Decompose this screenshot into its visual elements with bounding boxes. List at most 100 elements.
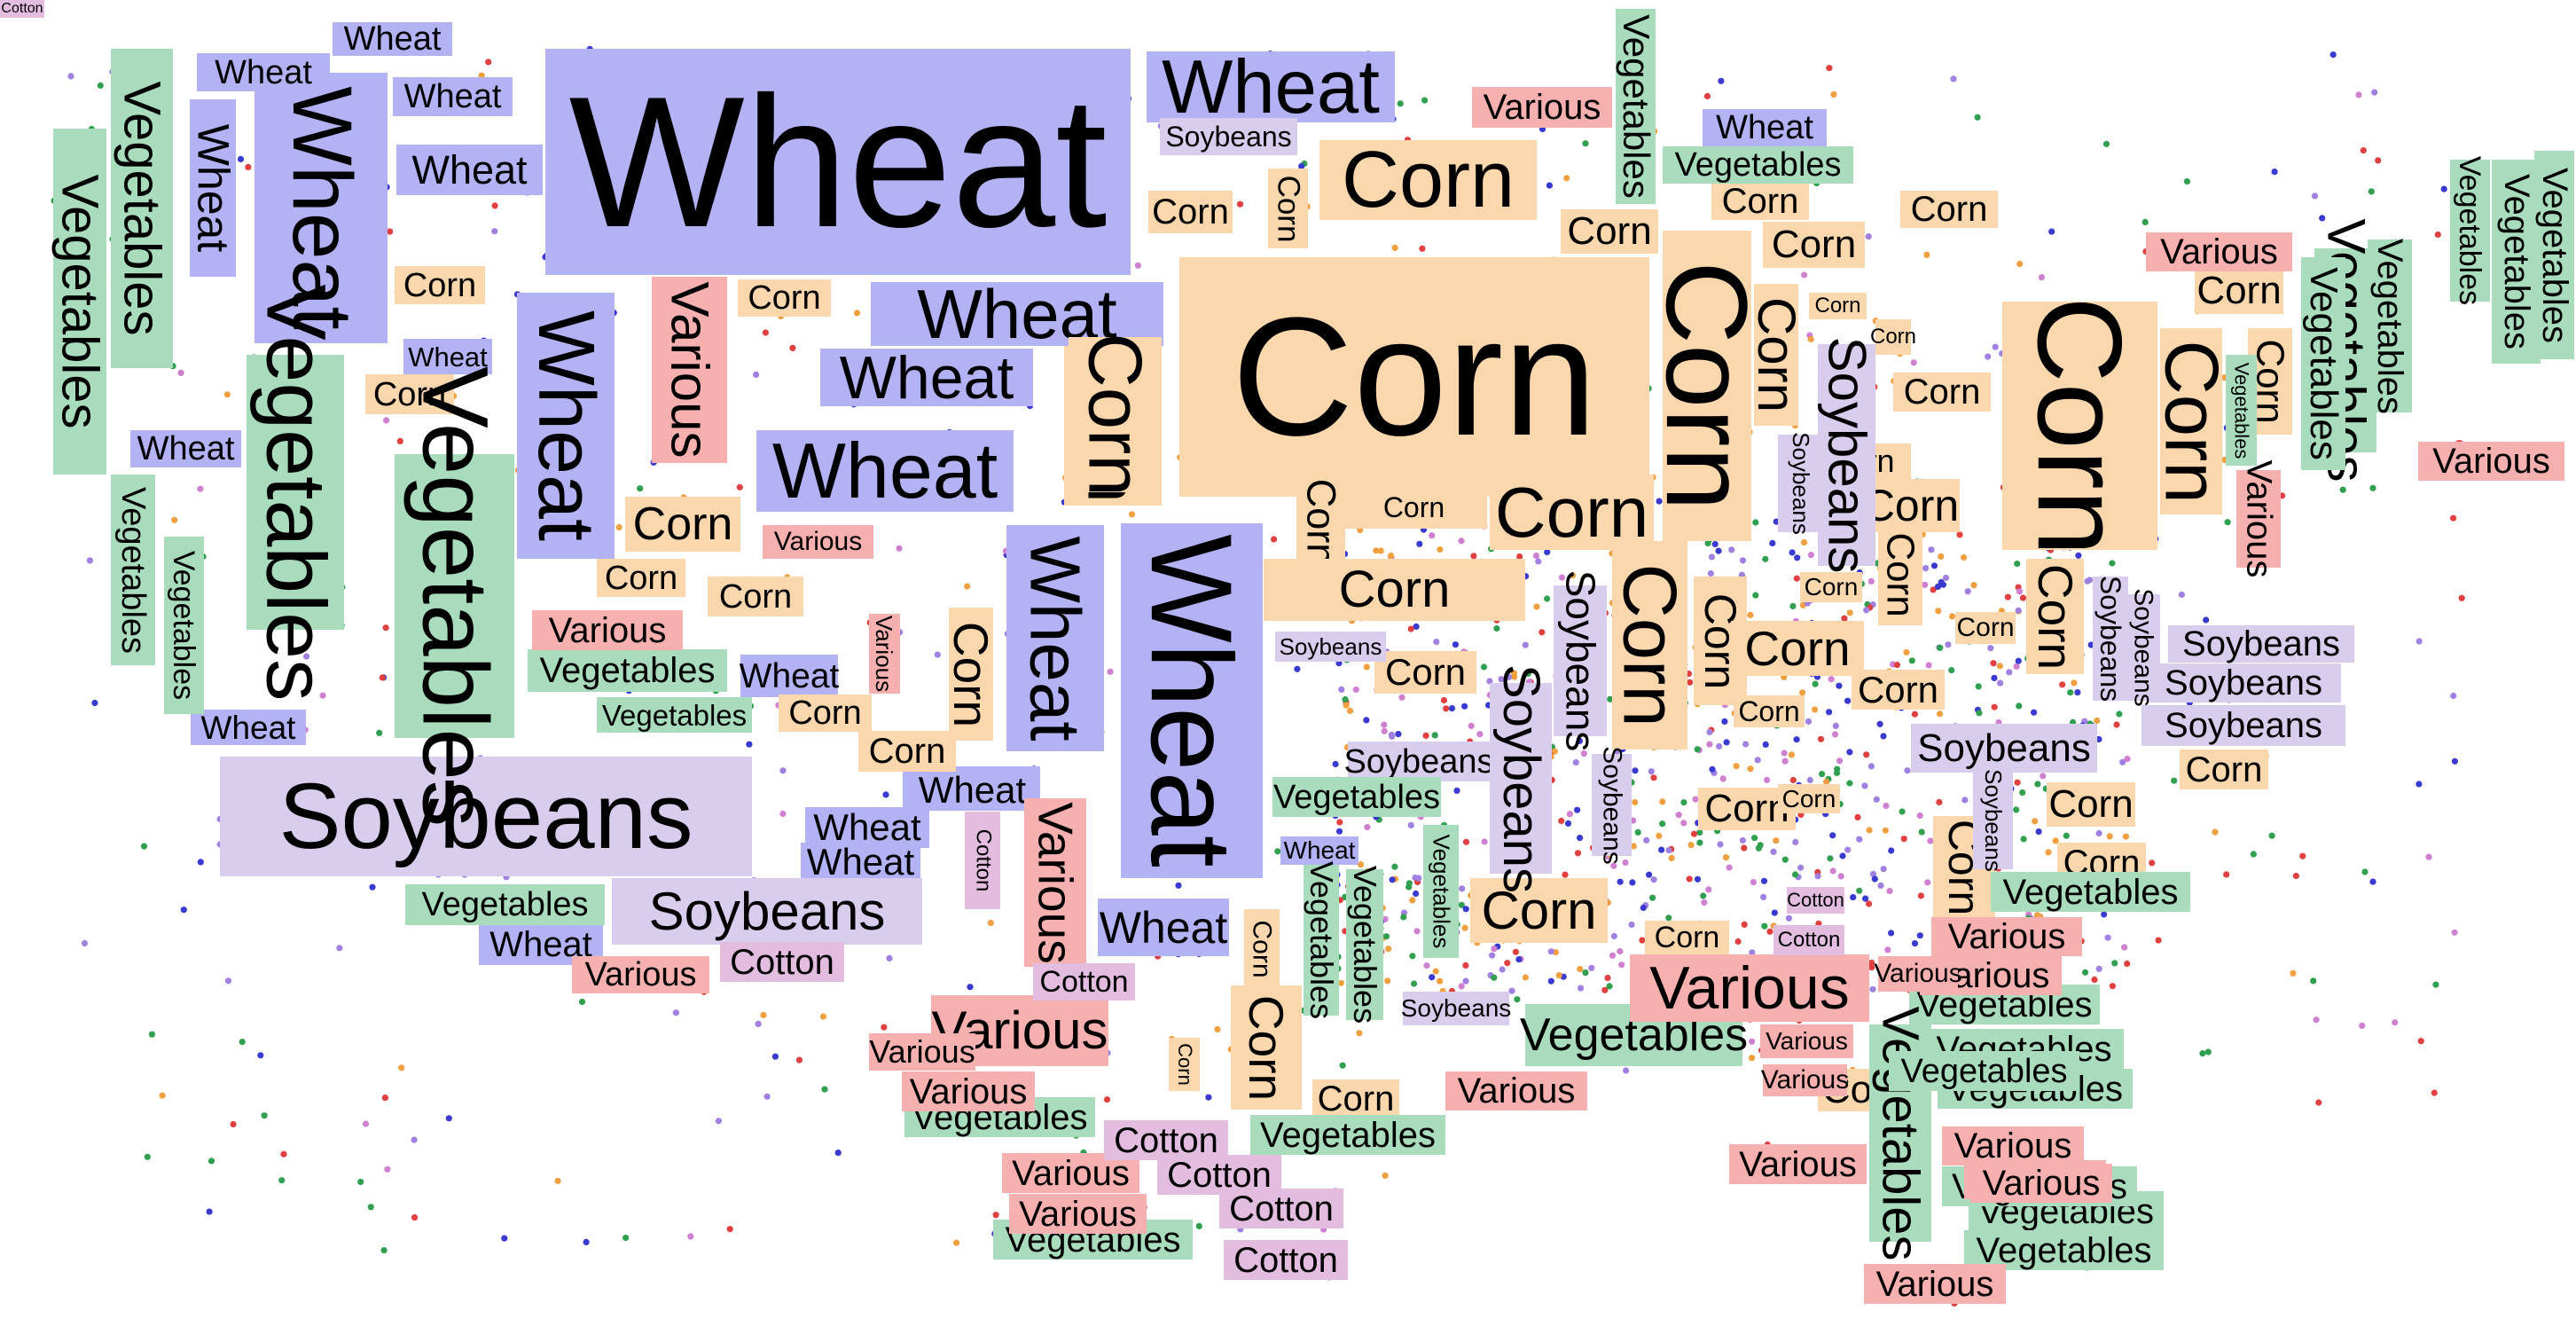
crop-dot <box>411 1214 419 1221</box>
crop-dot <box>1800 538 1808 546</box>
crop-dot <box>1508 987 1515 994</box>
crop-dot <box>2440 185 2447 192</box>
crop-dot <box>1923 251 1930 258</box>
crop-dot <box>2075 552 2082 559</box>
crop-dot <box>1515 956 1523 963</box>
crop-dot <box>1103 1096 1111 1103</box>
crop-dot <box>1413 928 1421 935</box>
crop-dot <box>1916 812 1923 820</box>
crop-label-soybeans: Soybeans <box>220 757 752 876</box>
crop-label-various: Various <box>1009 1194 1147 1234</box>
crop-label-corn: Corn <box>1296 477 1345 566</box>
crop-dot <box>396 437 403 444</box>
crop-dot <box>2178 591 2185 599</box>
crop-label-text: Corn <box>1481 880 1597 940</box>
crop-dot <box>67 73 74 80</box>
crop-dot <box>1680 799 1687 806</box>
crop-dot <box>1377 547 1384 554</box>
crop-dot <box>2250 851 2257 858</box>
crop-label-text: Cotton <box>971 828 995 892</box>
crop-label-wheat: Wheat <box>130 430 241 467</box>
crop-label-wheat: Wheat <box>756 430 1014 512</box>
crop-label-soybeans: Soybeans <box>1818 337 1877 574</box>
crop-dot <box>1868 964 1875 971</box>
crop-dot <box>1716 742 1723 750</box>
crop-dot <box>1917 892 1924 899</box>
crop-label-text: Corn <box>1341 136 1515 224</box>
crop-dot <box>2031 709 2038 716</box>
crop-dot <box>485 59 492 66</box>
crop-dot <box>1582 969 1589 977</box>
crop-dot <box>795 1056 803 1063</box>
crop-dot <box>1704 539 1711 547</box>
crop-label-text: Wheat <box>188 123 239 253</box>
crop-label-text: Corn <box>1744 620 1851 676</box>
crop-dot <box>2082 969 2089 976</box>
crop-dot <box>1574 806 1581 813</box>
crop-label-text: Various <box>1766 1027 1848 1055</box>
crop-label-various: Various <box>1630 954 1869 1022</box>
crop-label-vegetables: Vegetables <box>1889 1051 2079 1091</box>
crop-label-wheat: Wheat <box>191 710 306 745</box>
crop-dot <box>1516 553 1523 561</box>
crop-dot <box>1908 657 1915 664</box>
crop-label-text: Vegetables <box>1872 1005 1930 1261</box>
crop-dot <box>1544 548 1551 556</box>
crop-dot <box>362 1120 370 1127</box>
crop-dot <box>2016 260 2024 268</box>
crop-dot <box>2434 231 2441 239</box>
crop-label-various: Various <box>572 956 709 993</box>
crop-dot <box>1395 731 1402 738</box>
crop-dot <box>1640 904 1647 912</box>
crop-dot <box>1797 864 1805 871</box>
crop-dot <box>2121 944 2128 951</box>
crop-label-text: Wheat <box>343 20 442 58</box>
crop-dot <box>411 1136 418 1143</box>
crop-label-text: Corn <box>1771 223 1857 266</box>
crop-dot <box>224 977 232 985</box>
crop-dot <box>2071 679 2078 687</box>
crop-dot <box>2016 702 2023 710</box>
crop-label-text: Vegetables <box>1347 865 1383 1024</box>
crop-label-text: Wheat <box>918 769 1027 811</box>
crop-dot <box>1407 625 1414 632</box>
crop-label-corn: Corn <box>2180 749 2268 789</box>
crop-dot <box>207 1158 215 1165</box>
crop-dot <box>1129 511 1136 518</box>
crop-label-wheat: Wheat <box>545 49 1131 275</box>
crop-label-corn: Corn <box>597 559 685 597</box>
crop-label-vegetables: Vegetables <box>51 129 109 475</box>
crop-label-vegetables: Vegetables <box>1346 866 1383 1024</box>
crop-label-text: Various <box>2432 442 2550 481</box>
crop-label-text: Vegetables <box>2002 872 2179 912</box>
crop-dot <box>1788 751 1795 758</box>
crop-dot <box>1675 812 1682 819</box>
crop-label-text: Vegetables <box>2534 167 2574 343</box>
crop-label-text: Soybeans <box>2165 706 2322 745</box>
crop-label-text: Corn <box>1494 472 1649 552</box>
crop-label-corn: Corn <box>1244 909 1280 989</box>
crop-dot <box>2124 756 2131 763</box>
crop-label-text: Vegetables <box>1260 1115 1436 1155</box>
crop-dot <box>1964 588 1971 595</box>
crop-dot <box>1719 775 1726 782</box>
crop-dot <box>1381 727 1388 734</box>
crop-dot <box>1686 875 1693 883</box>
crop-label-text: Corn <box>868 732 946 771</box>
crop-label-text: Wheat <box>813 806 921 848</box>
crop-dot <box>2004 593 2011 600</box>
crop-label-vegetables: Vegetables <box>528 649 727 692</box>
crop-label-text: Cotton <box>1777 928 1841 952</box>
crop-dot <box>491 228 498 235</box>
crop-dot <box>2359 1022 2366 1029</box>
crop-dot <box>1916 932 1923 939</box>
crop-dot <box>2106 833 2113 840</box>
crop-dot <box>779 810 787 818</box>
crop-dot <box>2102 140 2110 147</box>
crop-dot <box>1422 732 1429 740</box>
crop-dot <box>1773 837 1780 844</box>
crop-dot <box>2371 89 2378 96</box>
crop-dot <box>1747 611 1754 619</box>
crop-label-various: Various <box>902 1071 1035 1111</box>
crop-dot <box>1453 787 1460 795</box>
